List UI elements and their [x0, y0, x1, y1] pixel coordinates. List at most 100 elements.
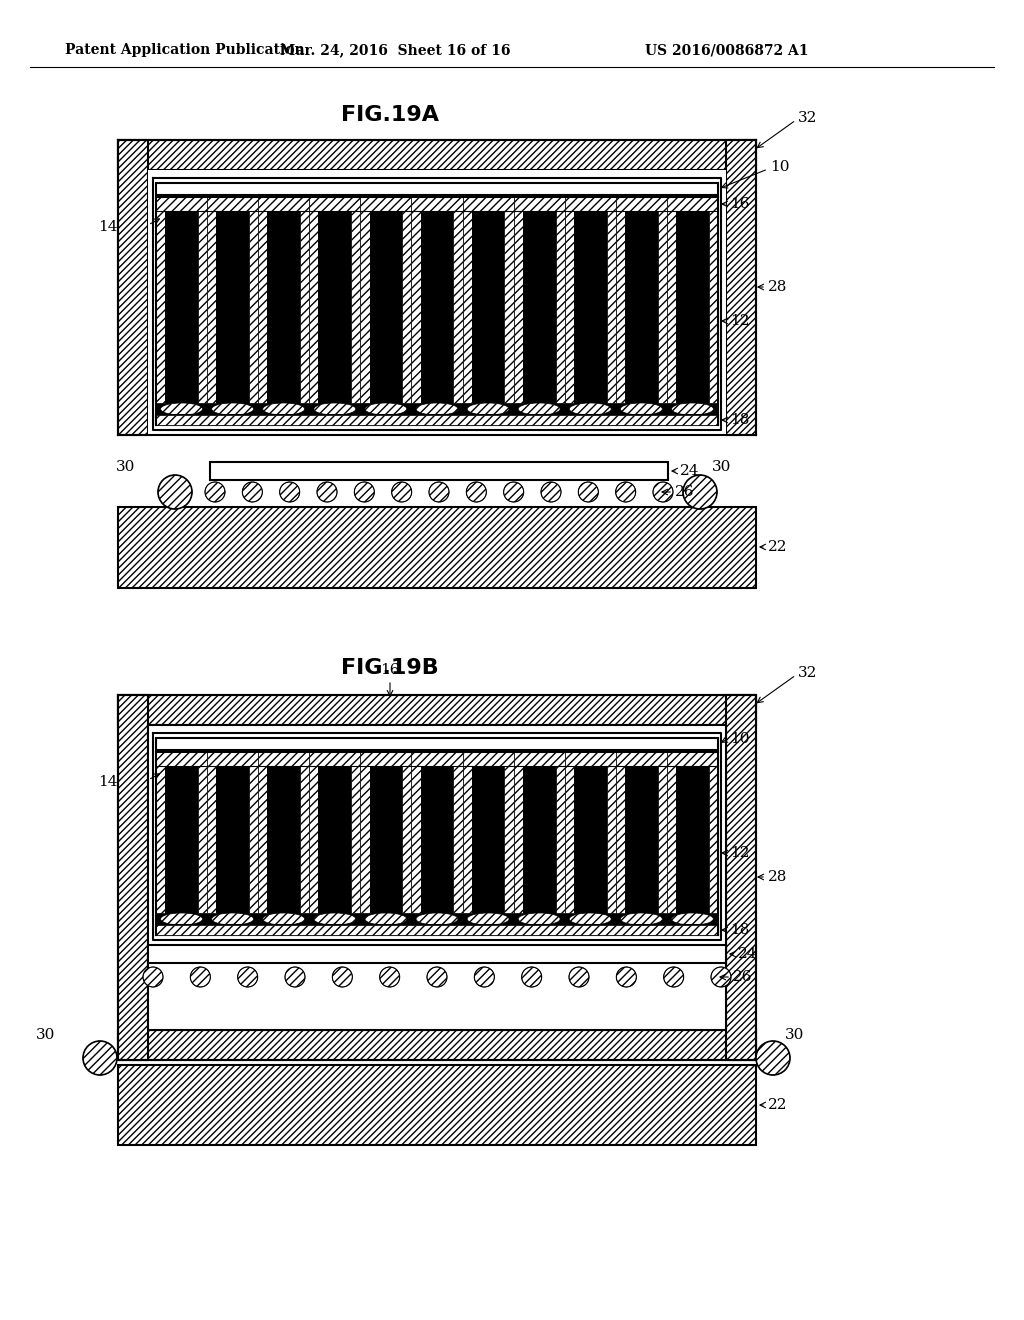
Circle shape: [243, 482, 262, 502]
Bar: [421, 766, 454, 913]
Circle shape: [380, 968, 399, 987]
Circle shape: [143, 968, 163, 987]
Bar: [198, 766, 207, 913]
Circle shape: [354, 482, 375, 502]
Circle shape: [653, 482, 673, 502]
Bar: [216, 211, 249, 403]
Circle shape: [285, 968, 305, 987]
Text: 32: 32: [798, 667, 817, 680]
Circle shape: [190, 968, 210, 987]
Bar: [606, 211, 615, 403]
Circle shape: [280, 482, 300, 502]
Ellipse shape: [365, 913, 407, 925]
Bar: [148, 945, 726, 964]
Bar: [153, 733, 721, 940]
Bar: [309, 766, 318, 913]
Text: 12: 12: [730, 314, 750, 327]
Text: 10: 10: [770, 160, 790, 174]
Bar: [523, 211, 556, 403]
Bar: [300, 211, 309, 403]
Text: 30: 30: [712, 459, 731, 474]
Bar: [667, 766, 676, 913]
Bar: [412, 211, 421, 403]
Circle shape: [541, 482, 561, 502]
Bar: [625, 211, 657, 403]
Circle shape: [683, 475, 717, 510]
Bar: [412, 752, 463, 766]
Text: 18: 18: [730, 923, 750, 937]
Bar: [514, 197, 564, 211]
Circle shape: [474, 968, 495, 987]
Bar: [505, 766, 514, 913]
Bar: [573, 766, 606, 913]
Bar: [370, 211, 402, 403]
Bar: [300, 766, 309, 913]
Bar: [156, 738, 718, 750]
Bar: [148, 725, 726, 1030]
Circle shape: [333, 968, 352, 987]
Bar: [556, 211, 564, 403]
Bar: [118, 140, 148, 436]
Bar: [156, 752, 207, 766]
Bar: [165, 766, 198, 913]
Circle shape: [579, 482, 598, 502]
Ellipse shape: [672, 913, 714, 925]
Bar: [667, 197, 718, 211]
Text: 30: 30: [785, 1028, 805, 1041]
Circle shape: [238, 968, 258, 987]
Bar: [709, 766, 718, 913]
Bar: [615, 197, 667, 211]
Bar: [156, 183, 718, 195]
Ellipse shape: [416, 403, 458, 414]
Bar: [249, 211, 258, 403]
Bar: [258, 197, 309, 211]
Bar: [606, 766, 615, 913]
Bar: [657, 211, 667, 403]
Circle shape: [158, 475, 193, 510]
Bar: [216, 766, 249, 913]
Bar: [556, 766, 564, 913]
Bar: [210, 462, 668, 480]
Bar: [258, 766, 267, 913]
Circle shape: [711, 968, 731, 987]
Circle shape: [504, 482, 523, 502]
Ellipse shape: [161, 403, 203, 414]
Bar: [267, 211, 300, 403]
Bar: [118, 507, 756, 587]
Bar: [153, 178, 721, 430]
Bar: [156, 766, 165, 913]
Circle shape: [205, 482, 225, 502]
Bar: [156, 925, 718, 935]
Bar: [463, 197, 514, 211]
Text: 32: 32: [798, 111, 817, 125]
Text: 18: 18: [730, 413, 750, 426]
Circle shape: [317, 482, 337, 502]
Text: 10: 10: [730, 733, 750, 746]
Text: 14: 14: [98, 220, 118, 234]
Bar: [207, 752, 258, 766]
Text: US 2016/0086872 A1: US 2016/0086872 A1: [645, 44, 809, 57]
Text: Patent Application Publication: Patent Application Publication: [65, 44, 304, 57]
Bar: [207, 211, 216, 403]
Bar: [564, 752, 615, 766]
Circle shape: [427, 968, 447, 987]
Bar: [267, 766, 300, 913]
Circle shape: [83, 1041, 117, 1074]
Bar: [472, 211, 505, 403]
Ellipse shape: [263, 403, 305, 414]
Bar: [421, 211, 454, 403]
Bar: [148, 170, 726, 436]
Bar: [709, 211, 718, 403]
Bar: [258, 752, 309, 766]
Bar: [258, 211, 267, 403]
Bar: [156, 414, 718, 425]
Bar: [454, 766, 463, 913]
Bar: [360, 211, 370, 403]
Bar: [318, 766, 351, 913]
Text: 30: 30: [116, 459, 135, 474]
Bar: [156, 197, 718, 414]
Bar: [156, 414, 718, 425]
Bar: [564, 211, 573, 403]
Bar: [118, 696, 148, 1060]
Bar: [615, 752, 667, 766]
